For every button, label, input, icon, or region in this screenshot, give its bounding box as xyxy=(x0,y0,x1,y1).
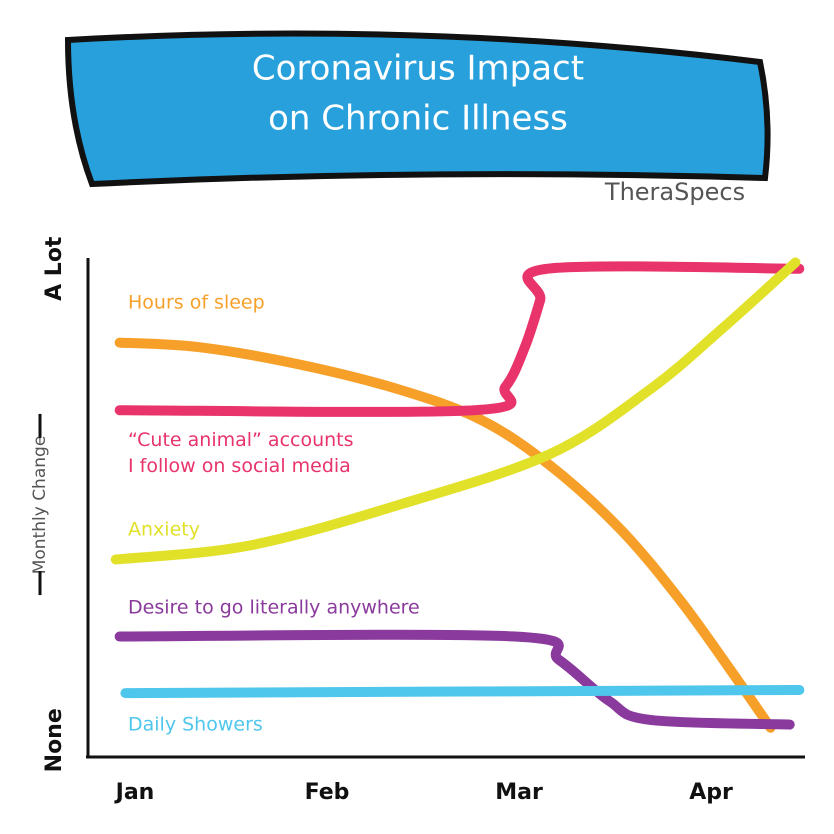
series-line xyxy=(114,629,795,730)
title-banner xyxy=(64,30,771,188)
series-label: Hours of sleep xyxy=(128,292,265,314)
series-label: “Cute animal” accounts I follow on social… xyxy=(128,429,354,477)
brand-logo: TheraSpecs xyxy=(604,178,745,206)
x-tick-label: Feb xyxy=(305,780,350,805)
x-tick-label: Mar xyxy=(495,780,543,805)
x-tick-label: Jan xyxy=(114,780,155,805)
series-label: Desire to go literally anywhere xyxy=(128,597,420,619)
x-tick-label: Apr xyxy=(689,780,733,805)
series-line xyxy=(114,337,776,733)
chart-title: on Chronic Illness xyxy=(268,99,568,139)
series-line xyxy=(114,261,805,417)
chart-title: Coronavirus Impact xyxy=(252,49,584,89)
series-label: Daily Showers xyxy=(128,714,263,736)
series-line xyxy=(120,684,805,699)
y-axis-label: Monthly Change xyxy=(30,436,50,575)
series-label: Anxiety xyxy=(128,519,200,541)
y-tick-label: A Lot xyxy=(42,236,67,301)
series-line xyxy=(110,257,801,565)
y-tick-label: None xyxy=(42,708,67,772)
